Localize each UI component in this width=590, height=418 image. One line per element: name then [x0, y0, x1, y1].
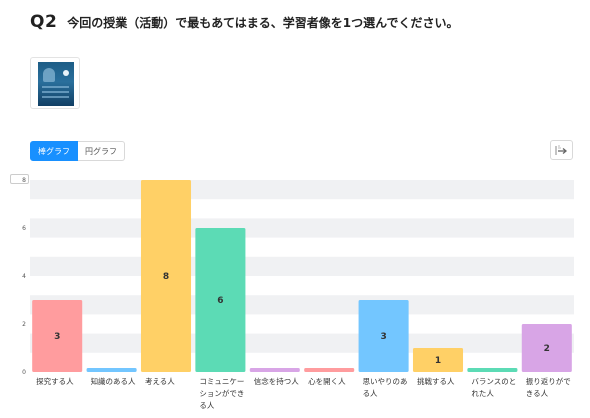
x-tick-label: 考える人 [144, 377, 175, 386]
grid-band [30, 180, 574, 200]
x-tick-label: コミュニケーションができる人 [199, 377, 245, 410]
x-tick-label: 挑戦する人 [416, 377, 455, 386]
bar[interactable] [521, 324, 572, 372]
chart-type-toggle: 棒グラフ 円グラフ [30, 141, 125, 161]
x-tick-label: 思いやりのある人 [362, 377, 408, 398]
bar[interactable] [140, 180, 192, 372]
bar[interactable] [358, 300, 409, 372]
grid-band [30, 333, 574, 353]
x-tick-label: 信念を持つ人 [253, 377, 299, 386]
bar[interactable] [304, 368, 355, 372]
grid-band [30, 295, 574, 315]
y-tick-label: 2 [22, 321, 26, 328]
x-tick-label: 心を開く人 [308, 377, 346, 386]
y-axis-scale-box [10, 174, 29, 184]
bar-chart-tab[interactable]: 棒グラフ [30, 141, 78, 161]
bar-value-label: 3 [380, 332, 386, 342]
learner-profile-thumbnail[interactable] [30, 57, 80, 109]
x-tick-label: 知識のある人 [90, 377, 136, 386]
bar[interactable] [467, 368, 518, 372]
bar[interactable] [249, 368, 300, 372]
export-button[interactable] [550, 140, 573, 160]
bar[interactable] [195, 228, 246, 372]
grid-band [30, 218, 574, 238]
export-arrow-icon [555, 145, 568, 155]
pie-chart-tab[interactable]: 円グラフ [78, 141, 125, 161]
thumbnail-badge-icon [63, 70, 69, 76]
x-tick-label: バランスのとれた人 [471, 377, 517, 398]
y-tick-label: 6 [22, 225, 26, 232]
y-tick-label: 4 [22, 273, 26, 280]
question-number: Q2 [30, 12, 58, 32]
question-header: Q2 今回の授業（活動）で最もあてはまる、学習者像を1つ選んでください。 [30, 12, 459, 32]
bar-value-label: 8 [163, 272, 169, 282]
bar-value-label: 1 [435, 356, 441, 366]
y-tick-label: 8 [22, 177, 26, 184]
bar[interactable] [86, 368, 137, 372]
bar-value-label: 3 [54, 332, 60, 342]
thumbnail-image [38, 62, 74, 106]
bar[interactable] [412, 348, 464, 372]
question-text: 今回の授業（活動）で最もあてはまる、学習者像を1つ選んでください。 [67, 16, 459, 30]
x-tick-label: 振り返りができる人 [525, 377, 571, 398]
y-tick-label: 0 [22, 369, 26, 376]
grid-band [30, 256, 574, 276]
bar-value-label: 6 [217, 296, 223, 306]
bar[interactable] [32, 300, 83, 372]
bar-value-label: 2 [544, 344, 550, 354]
x-tick-label: 探究する人 [36, 377, 74, 386]
